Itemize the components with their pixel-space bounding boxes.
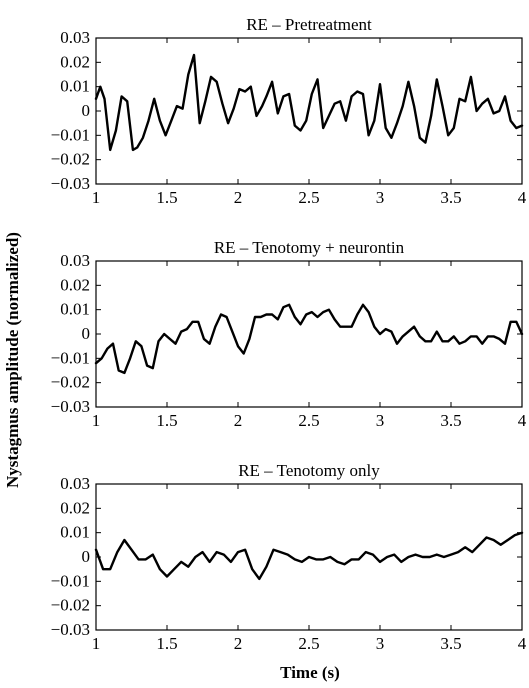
y-tick-label: 0 [82,547,91,566]
x-tick-label: 1.5 [156,188,177,207]
x-tick-label: 3 [376,634,385,653]
x-tick-label: 2 [234,634,243,653]
panel-3: RE – Tenotomy only 1 1.5 2 2.5 3 3.5 4 0.03 0.02 0… [51,461,527,653]
x-tick-label: 2.5 [298,188,319,207]
y-tick-label: 0 [82,101,91,120]
x-tick-label: 2 [234,411,243,430]
x-tick-label: 1.5 [156,634,177,653]
panel-title: RE – Pretreatment [246,15,372,34]
x-tick-label: 4 [518,634,527,653]
y-tick-label: −0.03 [51,620,90,639]
plot-frame [95,260,523,408]
y-tick-label: −0.02 [51,373,90,392]
x-tick-label: 3 [376,188,385,207]
y-tick-label: 0.02 [60,498,90,517]
series-line-1 [94,53,524,152]
x-tick-label: 1.5 [156,411,177,430]
y-tick-label: 0.02 [60,52,90,71]
y-tick-label: 0.03 [60,251,90,270]
y-tick-label: −0.01 [51,125,90,144]
x-tick-label: 3 [376,411,385,430]
y-tick-label: 0.01 [60,523,90,542]
y-tick-label: 0.01 [60,77,90,96]
x-tick-label: 4 [518,411,527,430]
x-tick-label: 1 [92,188,101,207]
y-tick-label: −0.02 [51,150,90,169]
panel-title: RE – Tenotomy only [238,461,380,480]
x-tick-label: 1 [92,634,101,653]
x-tick-label: 3.5 [440,188,461,207]
y-tick-label: −0.02 [51,596,90,615]
panel-2: RE – Tenotomy + neurontin 1 1.5 2 2.5 3 3.5 4 0.… [51,238,527,430]
x-tick-label: 3.5 [440,411,461,430]
panel-title: RE – Tenotomy + neurontin [214,238,405,257]
y-tick-label: 0.03 [60,474,90,493]
x-axis-title: Time (s) [280,663,340,682]
panel-1: RE – Pretreatment 1 1.5 2 2.5 3 3.5 4 0.03 0.02 0.… [51,15,527,207]
y-tick-label: 0.03 [60,28,90,47]
y-axis-title: Nystagmus amplitude (normalized) [3,232,22,488]
series-line-1 [94,303,524,375]
x-tick-label: 1 [92,411,101,430]
x-tick-label: 2.5 [298,634,319,653]
x-tick-label: 4 [518,188,527,207]
panels-group: RE – Pretreatment 1 1.5 2 2.5 3 3.5 4 0.03 0.02 0.… [51,15,527,653]
y-tick-label: 0.02 [60,275,90,294]
x-tick-label: 3.5 [440,634,461,653]
y-tick-label: −0.01 [51,571,90,590]
y-tick-label: 0 [82,324,91,343]
y-tick-label: −0.01 [51,348,90,367]
x-tick-label: 2 [234,188,243,207]
y-tick-label: −0.03 [51,397,90,416]
series-line-1 [94,531,524,581]
y-tick-label: −0.03 [51,174,90,193]
y-tick-label: 0.01 [60,300,90,319]
x-tick-label: 2.5 [298,411,319,430]
